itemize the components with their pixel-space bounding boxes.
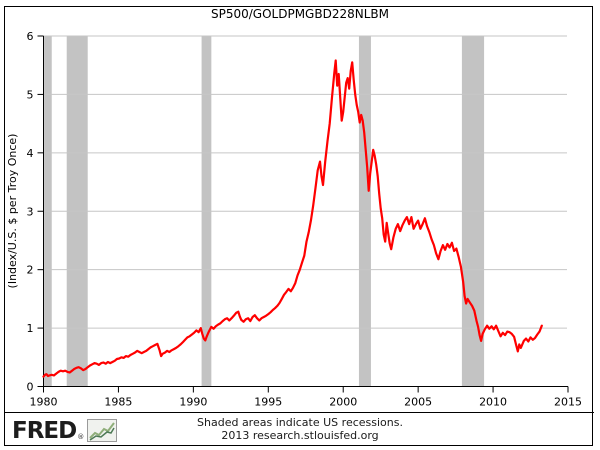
footer-divider bbox=[4, 412, 594, 413]
x-tick-label: 1980 bbox=[30, 396, 58, 409]
axis-tick-labels: 0 1 2 3 4 5 6 1980 1985 1990 1995 2000 2005 2010 2015 bbox=[27, 30, 583, 409]
y-tick-label: 5 bbox=[27, 88, 34, 101]
x-tick-label: 1985 bbox=[104, 396, 132, 409]
y-tick-label: 0 bbox=[27, 381, 34, 394]
registered-trademark-icon: ® bbox=[77, 433, 85, 441]
grid-lines bbox=[43, 35, 567, 329]
y-tick-label: 4 bbox=[27, 147, 34, 160]
x-tick-label: 2010 bbox=[479, 396, 507, 409]
chart-plot-area: SP500/GOLDPMGBD228NLBM (Index/U.S. $ per… bbox=[6, 7, 583, 409]
axis-ticks bbox=[37, 35, 569, 393]
x-tick-label: 2000 bbox=[329, 396, 357, 409]
y-tick-label: 6 bbox=[27, 30, 34, 43]
x-tick-label: 1995 bbox=[254, 396, 282, 409]
x-tick-label: 2015 bbox=[554, 396, 582, 409]
fred-logo-chart-icon bbox=[87, 419, 118, 442]
y-axis-label: (Index/U.S. $ per Troy Once) bbox=[6, 134, 19, 289]
y-tick-label: 3 bbox=[27, 205, 34, 218]
recession-note: Shaded areas indicate US recessions. bbox=[197, 416, 403, 429]
data-line-sp500-gold-ratio bbox=[42, 59, 543, 378]
x-tick-label: 1990 bbox=[179, 396, 207, 409]
x-tick-label: 2005 bbox=[404, 396, 432, 409]
source-note: 2013 research.stlouisfed.org bbox=[221, 429, 379, 442]
chart-title: SP500/GOLDPMGBD228NLBM bbox=[211, 7, 389, 21]
footer-notes: Shaded areas indicate US recessions. 201… bbox=[0, 416, 600, 442]
y-tick-label: 1 bbox=[27, 322, 34, 335]
fred-logo: FRED ® bbox=[12, 417, 118, 444]
chart-border bbox=[4, 6, 593, 446]
y-tick-label: 2 bbox=[27, 264, 34, 277]
fred-logo-text: FRED bbox=[12, 417, 77, 444]
